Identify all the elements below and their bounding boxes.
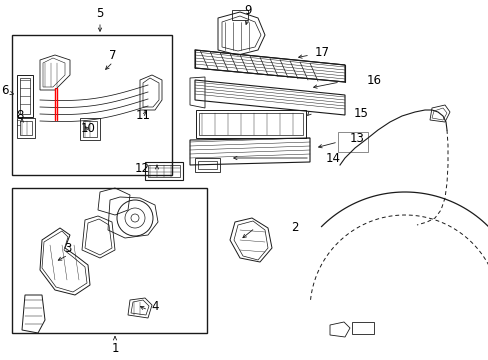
Text: 2: 2 (291, 220, 298, 234)
Text: 8: 8 (16, 108, 23, 122)
Bar (196, 110, 305, 138)
Bar (12, 188, 206, 333)
Bar (145, 162, 183, 180)
Text: 16: 16 (366, 73, 381, 86)
Text: 13: 13 (349, 131, 364, 144)
Text: 6: 6 (1, 84, 9, 96)
Text: 9: 9 (244, 4, 251, 17)
Text: 10: 10 (81, 122, 95, 135)
Text: 11: 11 (135, 108, 150, 122)
Text: 14: 14 (325, 152, 340, 165)
Text: 17: 17 (314, 45, 329, 59)
Text: 5: 5 (96, 6, 103, 19)
Bar (17, 75, 33, 117)
Text: 15: 15 (353, 107, 367, 120)
Bar (12, 35, 172, 175)
Bar (351, 322, 373, 334)
Bar (148, 165, 180, 177)
Text: 3: 3 (64, 242, 72, 255)
Bar (199, 113, 303, 135)
Text: 1: 1 (111, 342, 119, 355)
Text: 7: 7 (109, 49, 117, 62)
Bar (20, 78, 30, 114)
Bar (337, 132, 367, 152)
Text: 12: 12 (134, 162, 149, 175)
Text: 4: 4 (151, 301, 159, 314)
